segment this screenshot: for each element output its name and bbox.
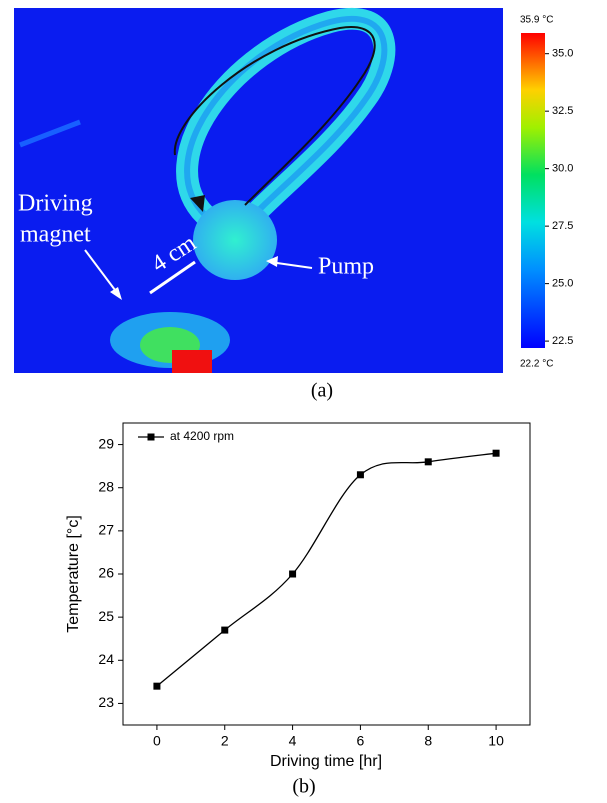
- y-tick-label: 23: [98, 694, 114, 710]
- y-axis-label: Temperature [°c]: [65, 515, 82, 633]
- magnet-pointer: [84, 249, 119, 295]
- data-point: [153, 682, 161, 690]
- colorbar-tick-label: 30.0: [552, 163, 573, 175]
- y-tick-label: 24: [98, 651, 114, 667]
- x-tick-label: 2: [221, 733, 229, 749]
- x-tick-label: 4: [289, 733, 297, 749]
- x-tick-label: 0: [153, 733, 161, 749]
- flow-arrow: [190, 195, 205, 212]
- data-point: [356, 471, 364, 479]
- x-tick-label: 6: [357, 733, 365, 749]
- magnet-pointer-head: [110, 287, 122, 300]
- caption: (b): [292, 776, 315, 798]
- legend-marker: [147, 433, 155, 441]
- tube-core: [184, 15, 388, 227]
- y-tick-label: 25: [98, 608, 114, 624]
- colorbar-tick-label: 35.0: [552, 48, 573, 60]
- y-tick-label: 29: [98, 435, 114, 451]
- x-axis-label: Driving time [hr]: [270, 753, 382, 770]
- magnet-core: [172, 350, 212, 373]
- plot-frame: [122, 422, 531, 726]
- pump-blob: [193, 200, 277, 280]
- flow-path: [173, 26, 376, 206]
- thermal-image: Driving magnet 4 cm Pump: [14, 7, 503, 373]
- data-point: [221, 626, 229, 634]
- colorbar-tick-label: 22.5: [552, 335, 573, 347]
- x-tick-label: 10: [488, 733, 504, 749]
- annotation: Driving: [18, 191, 93, 217]
- y-tick-label: 28: [98, 478, 114, 494]
- series-line: [156, 452, 497, 687]
- y-tick-label: 27: [98, 522, 114, 538]
- caption: (a): [311, 380, 333, 402]
- y-tick-label: 26: [98, 565, 114, 581]
- glare: [19, 119, 81, 148]
- legend-label: at 4200 rpm: [170, 429, 234, 443]
- pump-pointer-head: [266, 256, 278, 267]
- annotation: Pump: [318, 254, 374, 280]
- colorbar-min-label: 22.2 °C: [520, 359, 553, 370]
- data-point: [289, 570, 297, 578]
- data-point: [492, 449, 500, 457]
- data-point: [424, 458, 432, 466]
- distance-arrow: [149, 260, 196, 295]
- colorbar: [521, 33, 545, 348]
- colorbar-tick-label: 32.5: [552, 105, 573, 117]
- colorbar-tick-label: 27.5: [552, 220, 573, 232]
- colorbar-max-label: 35.9 °C: [520, 15, 553, 26]
- annotation: magnet: [20, 222, 91, 248]
- colorbar-tick-label: 25.0: [552, 278, 573, 290]
- x-tick-label: 8: [424, 733, 432, 749]
